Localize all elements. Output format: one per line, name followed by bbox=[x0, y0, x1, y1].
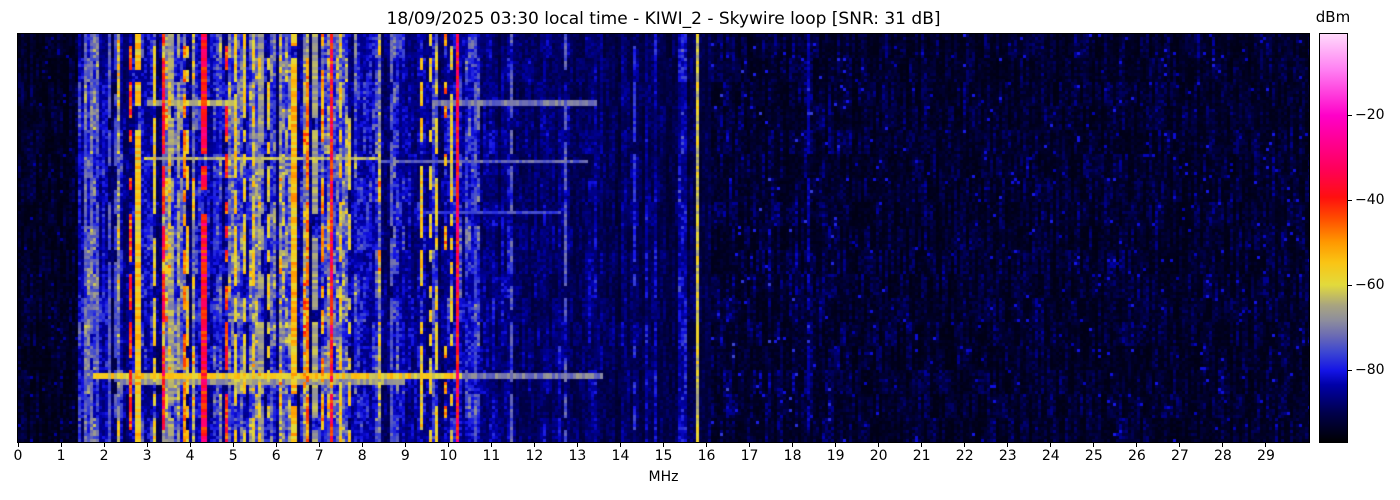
colorbar-tick-label: −20 bbox=[1355, 106, 1385, 123]
x-tick-mark bbox=[964, 443, 966, 447]
x-tick-label: 25 bbox=[1084, 448, 1103, 464]
colorbar-tick-mark bbox=[1348, 284, 1352, 286]
x-axis-label: MHz bbox=[648, 469, 679, 485]
x-tick-mark bbox=[1136, 443, 1138, 447]
x-tick-mark bbox=[749, 443, 751, 447]
x-tick-label: 11 bbox=[482, 448, 501, 464]
x-tick-mark bbox=[1007, 443, 1009, 447]
x-tick-label: 21 bbox=[912, 448, 931, 464]
x-tick-mark bbox=[189, 443, 191, 447]
colorbar-tick-label: −60 bbox=[1355, 276, 1385, 293]
x-tick-label: 13 bbox=[568, 448, 587, 464]
x-tick-mark bbox=[1050, 443, 1052, 447]
x-tick-label: 29 bbox=[1257, 448, 1275, 464]
x-tick-label: 7 bbox=[314, 448, 324, 464]
colorbar-gradient bbox=[1320, 34, 1347, 442]
x-tick-label: 4 bbox=[185, 448, 195, 464]
x-tick-mark bbox=[706, 443, 708, 447]
x-tick-mark bbox=[146, 443, 148, 447]
x-tick-label: 0 bbox=[13, 448, 23, 464]
x-tick-mark bbox=[619, 443, 621, 447]
colorbar-tick-mark bbox=[1348, 199, 1352, 201]
x-tick-label: 27 bbox=[1170, 448, 1189, 464]
x-tick-mark bbox=[1265, 443, 1267, 447]
x-tick-label: 24 bbox=[1041, 448, 1060, 464]
x-tick-label: 23 bbox=[998, 448, 1017, 464]
x-tick-mark bbox=[404, 443, 406, 447]
x-tick-mark bbox=[1179, 443, 1181, 447]
plot-title: 18/09/2025 03:30 local time - KIWI_2 - S… bbox=[386, 9, 941, 29]
x-tick-label: 20 bbox=[869, 448, 888, 464]
x-tick-label: 26 bbox=[1127, 448, 1146, 464]
x-tick-label: 17 bbox=[740, 448, 759, 464]
colorbar-tick-mark bbox=[1348, 114, 1352, 116]
x-tick-mark bbox=[232, 443, 234, 447]
x-tick-label: 22 bbox=[955, 448, 974, 464]
x-tick-label: 2 bbox=[99, 448, 109, 464]
x-tick-label: 8 bbox=[357, 448, 367, 464]
x-tick-mark bbox=[447, 443, 449, 447]
x-tick-mark bbox=[576, 443, 578, 447]
x-tick-label: 1 bbox=[56, 448, 66, 464]
x-tick-label: 6 bbox=[271, 448, 281, 464]
x-tick-label: 19 bbox=[826, 448, 845, 464]
x-tick-mark bbox=[921, 443, 923, 447]
x-tick-mark bbox=[318, 443, 320, 447]
waterfall-plot-area bbox=[17, 33, 1310, 443]
x-tick-mark bbox=[878, 443, 880, 447]
colorbar bbox=[1319, 33, 1348, 443]
x-tick-label: 14 bbox=[611, 448, 630, 464]
colorbar-label: dBm bbox=[1315, 8, 1351, 26]
x-tick-mark bbox=[1093, 443, 1095, 447]
x-tick-label: 3 bbox=[142, 448, 152, 464]
x-tick-mark bbox=[60, 443, 62, 447]
x-tick-mark bbox=[275, 443, 277, 447]
x-tick-mark bbox=[1222, 443, 1224, 447]
x-tick-mark bbox=[103, 443, 105, 447]
x-tick-label: 16 bbox=[697, 448, 716, 464]
colorbar-tick-mark bbox=[1348, 369, 1352, 371]
x-tick-mark bbox=[835, 443, 837, 447]
x-tick-label: 5 bbox=[228, 448, 238, 464]
colorbar-tick-label: −40 bbox=[1355, 191, 1385, 208]
x-tick-label: 12 bbox=[525, 448, 544, 464]
x-tick-label: 18 bbox=[783, 448, 802, 464]
x-tick-mark bbox=[17, 443, 19, 447]
x-tick-mark bbox=[361, 443, 363, 447]
x-tick-mark bbox=[533, 443, 535, 447]
x-tick-label: 9 bbox=[400, 448, 410, 464]
x-tick-label: 15 bbox=[654, 448, 673, 464]
x-tick-mark bbox=[490, 443, 492, 447]
colorbar-tick-label: −80 bbox=[1355, 361, 1385, 378]
x-tick-label: 10 bbox=[439, 448, 458, 464]
x-tick-mark bbox=[663, 443, 664, 447]
waterfall-canvas bbox=[18, 34, 1309, 442]
x-tick-mark bbox=[792, 443, 794, 447]
x-tick-label: 28 bbox=[1214, 448, 1232, 464]
